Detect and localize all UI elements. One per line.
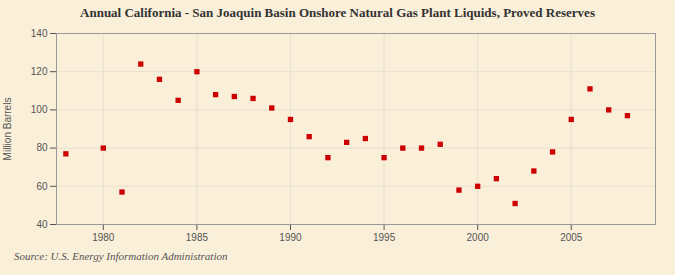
svg-text:1980: 1980: [92, 232, 115, 243]
svg-text:1990: 1990: [279, 232, 302, 243]
svg-text:60: 60: [36, 181, 48, 192]
svg-text:2005: 2005: [560, 232, 583, 243]
svg-text:80: 80: [36, 142, 48, 153]
svg-text:100: 100: [31, 104, 48, 115]
svg-text:2000: 2000: [467, 232, 490, 243]
svg-text:140: 140: [31, 28, 48, 39]
html-text:Source: U.S. Energy Informatio: Source: U.S. Energy Information Administ…: [14, 250, 228, 262]
svg-text:40: 40: [36, 219, 48, 230]
svg-text:120: 120: [31, 66, 48, 77]
html-text:Annual California - San Joaqui: Annual California - San Joaquin Basin On…: [80, 5, 595, 20]
svg-text:1985: 1985: [186, 232, 209, 243]
svg-text:Million Barrels: Million Barrels: [2, 98, 13, 161]
svg-text:1995: 1995: [373, 232, 396, 243]
